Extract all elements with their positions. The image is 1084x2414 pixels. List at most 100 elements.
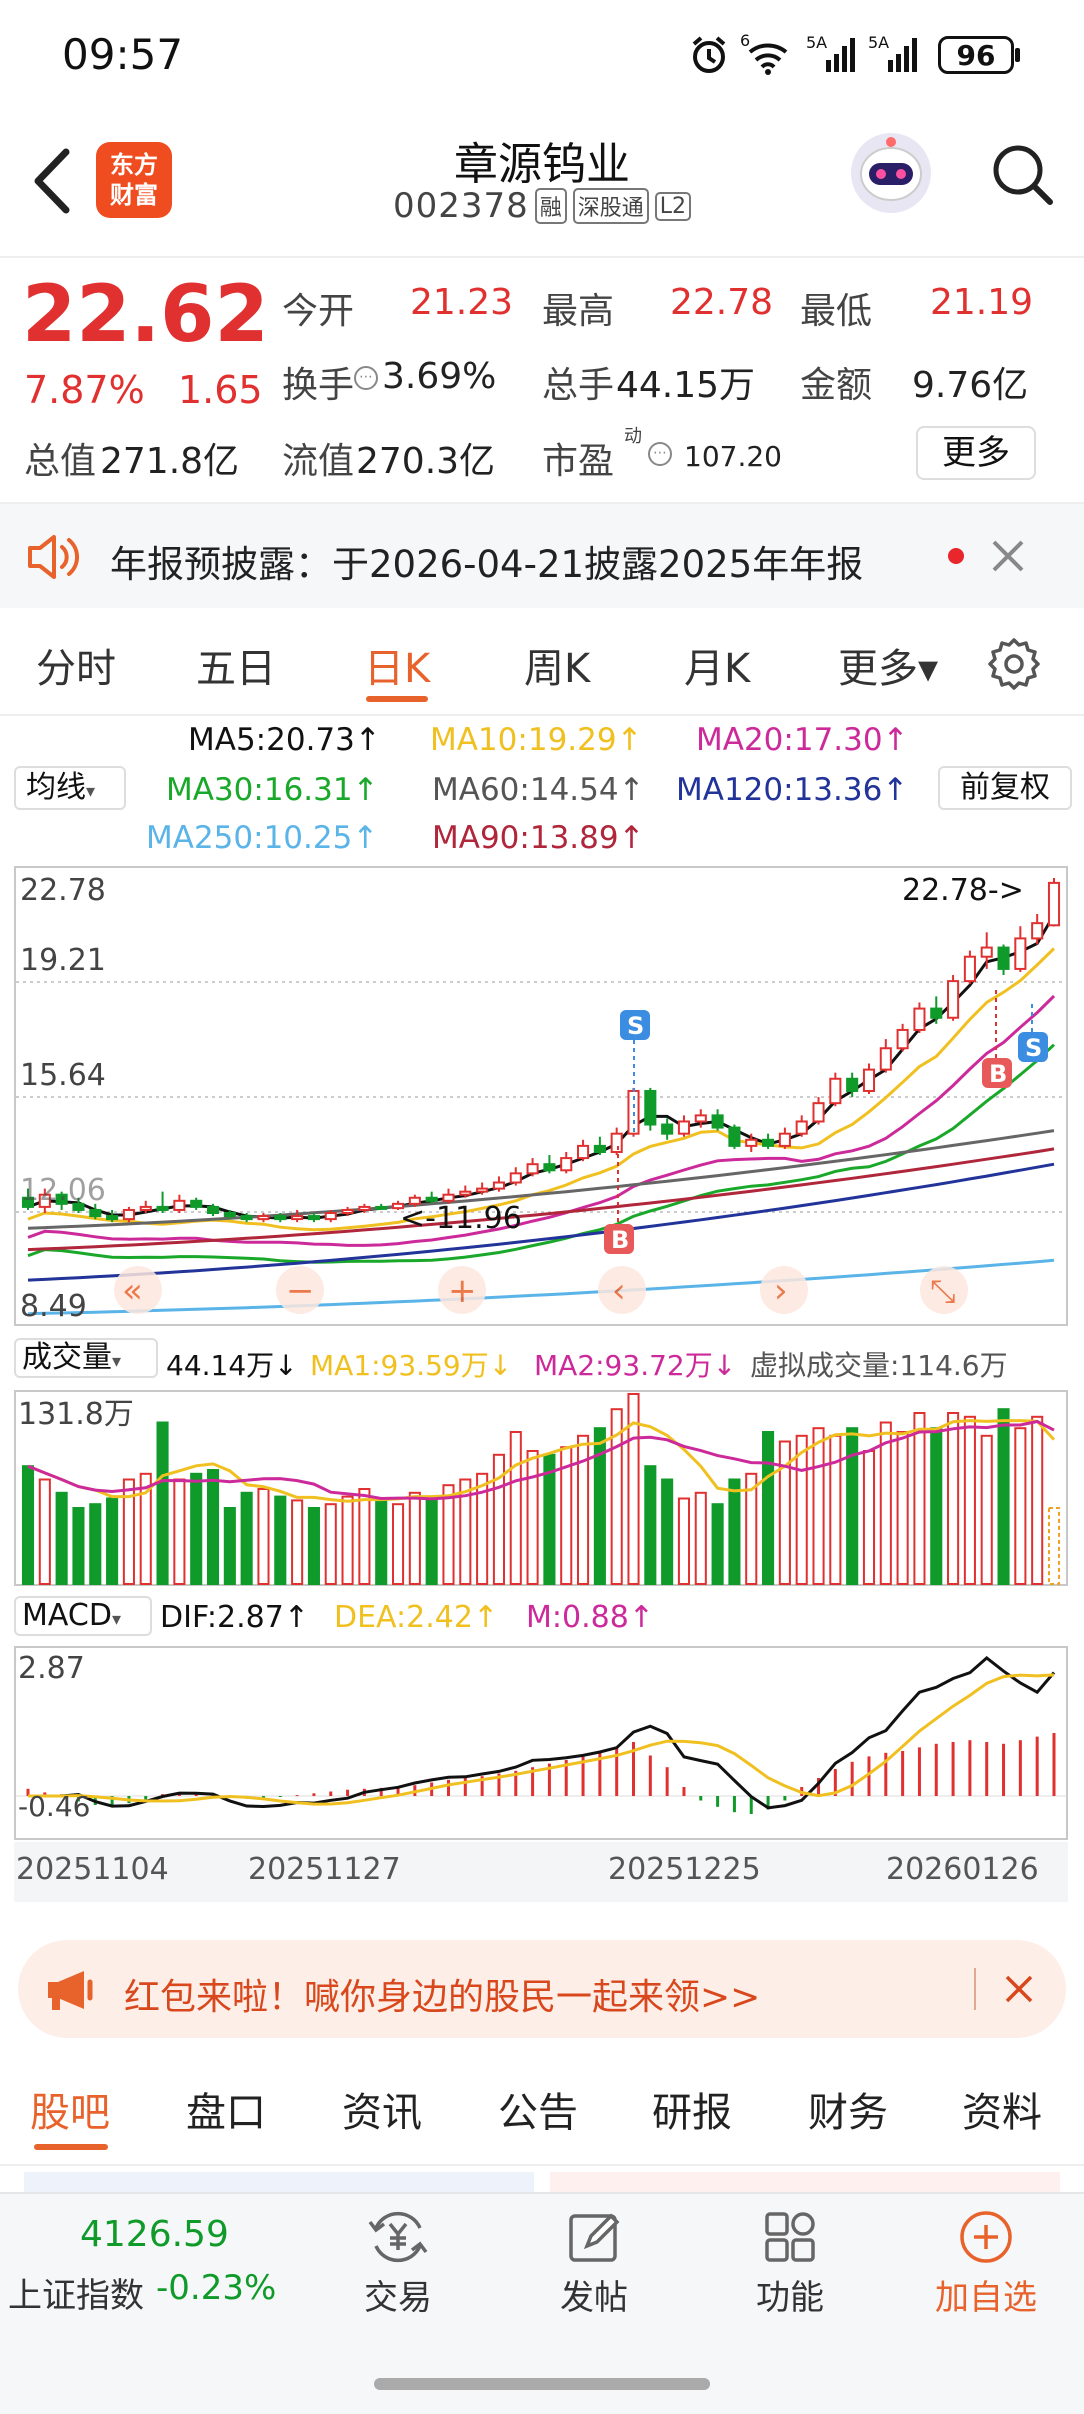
tab-more[interactable]: 更多▾	[838, 646, 939, 692]
volume-bar	[862, 1450, 876, 1585]
tab-monthly-k[interactable]: 月K	[684, 646, 751, 692]
amount-label: 金额	[800, 365, 873, 406]
volume-bar	[190, 1472, 203, 1585]
kline-svg[interactable]: 22.78 19.21 15.64 12.06 8.49 22.78-> <-1…	[14, 866, 1068, 1326]
volume-bar	[391, 1503, 405, 1585]
close-icon[interactable]	[990, 538, 1026, 578]
tab-research[interactable]: 研报	[652, 2090, 732, 2136]
high-value: 22.78	[670, 282, 774, 323]
macd-bar	[917, 1747, 921, 1796]
low-value: 21.19	[930, 282, 1034, 323]
notice-bar[interactable]: 年报预披露：于2026-04-21披露2025年年报	[0, 504, 1084, 608]
kline-chart[interactable]: 22.78 19.21 15.64 12.06 8.49 22.78-> <-1…	[14, 866, 1068, 1326]
battery-icon: 96	[938, 36, 1014, 74]
macd-bar	[110, 1796, 114, 1807]
trade-button[interactable]: 交易	[350, 2208, 446, 2318]
tab-profile[interactable]: 资料	[962, 2090, 1042, 2136]
volume-bar	[324, 1503, 337, 1585]
volume-bar	[240, 1491, 253, 1585]
tab-daily-k[interactable]: 日K	[364, 646, 431, 692]
tab-news[interactable]: 资讯	[342, 2090, 422, 2136]
candle-body	[139, 1205, 152, 1211]
tag-connect: 深股通	[572, 188, 649, 224]
macd-chart[interactable]: 2.87 -0.46	[14, 1646, 1068, 1840]
expand-control	[920, 1266, 968, 1314]
ma-selector[interactable]: 均线▾	[14, 766, 126, 810]
volume-bar	[1014, 1427, 1027, 1586]
period-tabs: 分时 五日 日K 周K 月K 更多▾	[0, 610, 1084, 716]
macd-bar	[850, 1761, 854, 1796]
macd-bar	[648, 1755, 652, 1796]
volume-bar	[762, 1431, 775, 1585]
volume-bar	[223, 1507, 236, 1585]
macd-selector[interactable]: MACD▾	[14, 1596, 152, 1636]
functions-button[interactable]: 功能	[742, 2208, 838, 2318]
macd-bar	[817, 1778, 821, 1796]
promo-banner[interactable]: 红包来啦！喊你身边的股民一起来领>>	[18, 1940, 1066, 2038]
back-icon[interactable]	[28, 146, 76, 220]
signal-buy-badge-2	[982, 1058, 1012, 1088]
more-button[interactable]: 更多	[916, 426, 1036, 480]
volume-bar	[1047, 1507, 1061, 1585]
macd-bar	[261, 1796, 265, 1798]
macd-svg[interactable]: 2.87 -0.46	[14, 1646, 1068, 1840]
signal-sell-text-2: S	[1025, 1034, 1042, 1062]
logo-line2: 财富	[110, 181, 158, 209]
tab-orderbook[interactable]: 盘口	[186, 2090, 266, 2136]
macd-bar	[295, 1795, 299, 1797]
ma30-label: MA30:16.31↑	[166, 772, 379, 808]
macd-bar	[867, 1756, 871, 1796]
tab-intraday[interactable]: 分时	[36, 646, 116, 692]
volume-bar	[947, 1412, 960, 1585]
battery-cap	[1015, 48, 1020, 62]
candle-body	[223, 1212, 236, 1218]
volume-selector-label: 成交量	[22, 1340, 112, 1375]
stock-code-row: 002378 融 深股通 L2	[300, 186, 784, 226]
candle-body	[425, 1196, 438, 1202]
candle-body	[997, 946, 1010, 970]
macd-y-bottom: -0.46	[18, 1790, 90, 1823]
search-icon[interactable]	[988, 140, 1058, 214]
dropdown-icon: ▾	[86, 781, 96, 802]
pe-info-icon[interactable]: ⋯	[648, 442, 672, 466]
index-change: -0.23%	[156, 2268, 277, 2308]
tab-announcements[interactable]: 公告	[498, 2090, 578, 2136]
volume-svg[interactable]: 131.8万	[14, 1390, 1068, 1586]
mktcap-label: 总值	[24, 441, 97, 482]
volume-bar	[711, 1503, 724, 1585]
volume-bar	[846, 1427, 859, 1586]
tab-guba[interactable]: 股吧	[30, 2090, 110, 2136]
amount-value: 9.76亿	[912, 365, 1029, 406]
adjust-button[interactable]: 前复权	[938, 766, 1072, 810]
date-axis: 20251104 20251127 20251225 20260126	[14, 1842, 1068, 1902]
robot-avatar-icon[interactable]	[846, 128, 936, 222]
candle-body	[408, 1196, 421, 1205]
tab-weekly-k[interactable]: 周K	[524, 646, 591, 692]
turnover-label: 换手	[282, 365, 355, 406]
volume-bar	[577, 1434, 590, 1585]
volume-selector[interactable]: 成交量▾	[14, 1338, 158, 1378]
candle-body	[778, 1132, 791, 1147]
settings-gear-icon[interactable]	[986, 636, 1042, 696]
info-icon[interactable]: ⋯	[354, 366, 378, 390]
post-button[interactable]: 发帖	[546, 2208, 642, 2318]
tab-finance[interactable]: 财务	[808, 2090, 888, 2136]
index-name[interactable]: 上证指数	[8, 2276, 144, 2316]
add-watchlist-button[interactable]: 加自选	[924, 2208, 1048, 2318]
promo-text: 红包来啦！喊你身边的股民一起来领>>	[124, 1977, 761, 2018]
tab-five-day[interactable]: 五日	[196, 646, 276, 692]
open-value: 21.23	[410, 282, 514, 323]
dropdown-icon: ▾	[111, 1609, 121, 1630]
tag-l2: L2	[654, 191, 692, 221]
candle-body	[593, 1144, 606, 1153]
candle-body	[711, 1114, 724, 1129]
candle-body	[610, 1132, 623, 1153]
promo-close-icon[interactable]	[1004, 1974, 1034, 2008]
signal-icon-1: 5A	[806, 32, 858, 80]
change-amount: 1.65	[178, 368, 263, 412]
signal-sell-badge-1	[620, 1010, 650, 1040]
macd-bar	[446, 1779, 450, 1796]
ma5-label: MA5:20.73↑	[188, 722, 381, 758]
volume-chart[interactable]: 131.8万	[14, 1390, 1068, 1586]
app-logo[interactable]: 东方 财富	[96, 142, 172, 218]
